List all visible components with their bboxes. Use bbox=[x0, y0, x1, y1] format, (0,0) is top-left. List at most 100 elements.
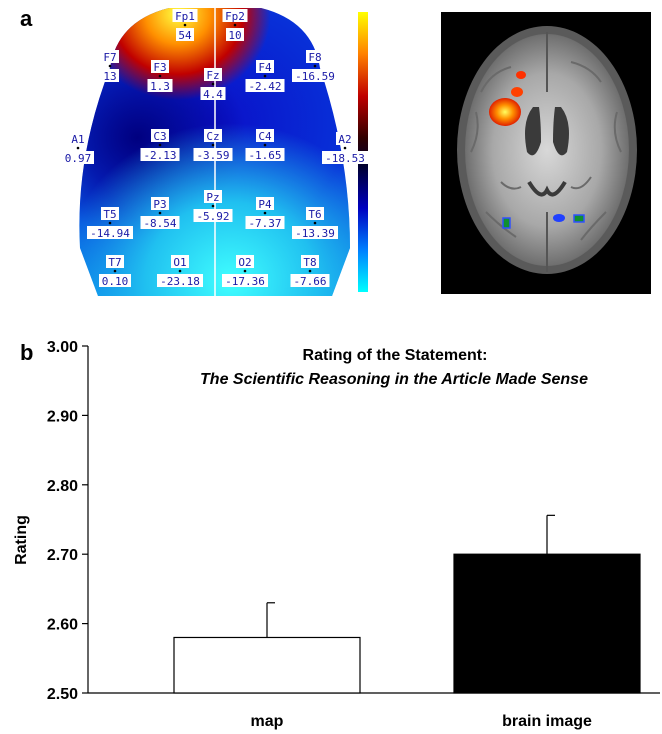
rating-bar-chart: Rating of the Statement: The Scientific … bbox=[13, 339, 660, 730]
electrode-name-bg bbox=[204, 190, 222, 203]
electrode-value-bg bbox=[193, 209, 233, 222]
electrode-name: O1 bbox=[173, 256, 186, 269]
electrode-dot bbox=[313, 64, 317, 68]
electrode-value-bg bbox=[245, 79, 285, 92]
electrode-dot bbox=[343, 146, 347, 150]
electrode-name-bg bbox=[69, 132, 87, 145]
electrode-name-bg bbox=[256, 197, 274, 210]
electrode-dot bbox=[263, 74, 267, 78]
mri-brain-image bbox=[441, 12, 651, 294]
x-tick-label: map bbox=[251, 713, 284, 730]
electrode-dot bbox=[308, 269, 312, 273]
right-ventricle bbox=[553, 107, 569, 156]
electrode-name: C4 bbox=[258, 130, 272, 143]
electrode-dot bbox=[211, 143, 215, 147]
chart-title: Rating of the Statement: bbox=[303, 347, 488, 364]
electrode-name-bg bbox=[306, 207, 324, 220]
electrode-name-bg bbox=[172, 9, 198, 22]
electrode-value: -3.59 bbox=[196, 149, 229, 162]
electrode-value: 54 bbox=[178, 29, 192, 42]
activation-occipital-right bbox=[573, 214, 585, 223]
electrode-name: Fp1 bbox=[175, 10, 195, 23]
bar-map bbox=[173, 636, 361, 694]
electrode-value-bg bbox=[245, 216, 285, 229]
electrode-name: Pz bbox=[206, 191, 219, 204]
electrode-name: P3 bbox=[153, 198, 166, 211]
electrode-value-bg bbox=[292, 226, 338, 239]
electrode-value: -14.94 bbox=[90, 227, 130, 240]
x-labels: map brain image bbox=[251, 713, 592, 730]
electrode-value-bg bbox=[140, 148, 180, 161]
activation-occipital-mid bbox=[553, 214, 565, 222]
electrode-dot bbox=[211, 204, 215, 208]
y-tick-label: 2.70 bbox=[47, 547, 78, 564]
electrode-name: A2 bbox=[338, 133, 351, 146]
electrode-value: 4.4 bbox=[203, 88, 223, 101]
electrode-name: T6 bbox=[308, 208, 321, 221]
y-tick-label: 2.50 bbox=[47, 686, 78, 703]
electrode-name: Fp2 bbox=[225, 10, 245, 23]
electrode-value: -7.37 bbox=[248, 217, 281, 230]
chart-subtitle: The Scientific Reasoning in the Article … bbox=[200, 371, 588, 388]
y-ticks: 2.50 2.60 2.70 2.80 2.90 3.00 bbox=[47, 339, 88, 703]
electrode-value: -13.39 bbox=[295, 227, 335, 240]
activation-frontal-small bbox=[511, 87, 523, 97]
panel-b-label: b bbox=[20, 340, 34, 365]
left-ventricle bbox=[525, 107, 541, 156]
electrode-value: -1.65 bbox=[248, 149, 281, 162]
electrode-name-bg bbox=[236, 255, 254, 268]
activation-frontal bbox=[489, 98, 521, 126]
electrode-value-bg bbox=[245, 148, 285, 161]
activation-occipital-left bbox=[502, 217, 511, 229]
electrode-dot bbox=[313, 221, 317, 225]
electrode-value-bg bbox=[200, 87, 226, 100]
electrode-value: -5.92 bbox=[196, 210, 229, 223]
electrode-dot bbox=[76, 146, 80, 150]
y-tick-label: 2.60 bbox=[47, 617, 78, 634]
electrode-name-bg bbox=[101, 207, 119, 220]
electrode-name-bg bbox=[151, 197, 169, 210]
y-tick-label: 2.90 bbox=[47, 408, 78, 425]
electrode-dot bbox=[108, 64, 112, 68]
bars bbox=[173, 514, 641, 694]
activation-frontal-top bbox=[516, 71, 526, 79]
electrode-name-bg bbox=[101, 50, 119, 63]
panel-a-label: a bbox=[20, 6, 33, 31]
electrode-value-bg bbox=[99, 274, 131, 287]
electrode-name: C3 bbox=[153, 130, 166, 143]
electrode-value: -23.18 bbox=[160, 275, 200, 288]
y-tick-label: 2.80 bbox=[47, 478, 78, 495]
x-tick-label: brain image bbox=[502, 713, 592, 730]
electrode-name-bg bbox=[204, 68, 222, 81]
electrode-labels: Fp1 54 Fp2 10 F7 13 F3 1.3 Fz 4.4 F4 -2.42 F8 -16.59 A… bbox=[62, 9, 368, 288]
electrode-value-bg bbox=[193, 148, 233, 161]
electrode-dot bbox=[158, 211, 162, 215]
electrode-value: -17.36 bbox=[225, 275, 265, 288]
y-tick-label: 3.00 bbox=[47, 339, 78, 356]
electrode-name: F7 bbox=[103, 51, 116, 64]
electrode-value-bg bbox=[322, 151, 368, 164]
electrode-value-bg bbox=[290, 274, 330, 287]
electrode-value-bg bbox=[176, 28, 194, 41]
gyri bbox=[470, 61, 622, 241]
electrode-value-bg bbox=[226, 28, 244, 41]
head-surface bbox=[79, 8, 350, 296]
electrode-name: T5 bbox=[103, 208, 116, 221]
electrode-value-bg bbox=[140, 216, 180, 229]
bar-brain-image bbox=[453, 553, 641, 694]
electrode-dot bbox=[263, 211, 267, 215]
electrode-name: P4 bbox=[258, 198, 272, 211]
electrode-value-bg bbox=[62, 151, 94, 164]
electrode-name-bg bbox=[336, 132, 354, 145]
electrode-dot bbox=[233, 23, 237, 27]
electrode-value: 10 bbox=[228, 29, 241, 42]
electrode-dot bbox=[211, 82, 215, 86]
electrode-value: 0.97 bbox=[65, 152, 92, 165]
electrode-dot bbox=[183, 23, 187, 27]
electrode-name: F3 bbox=[153, 61, 166, 74]
electrode-name: Cz bbox=[206, 130, 219, 143]
electrode-value-bg bbox=[222, 274, 268, 287]
electrode-name-bg bbox=[256, 129, 274, 142]
electrode-dot bbox=[108, 221, 112, 225]
electrode-name-bg bbox=[151, 60, 169, 73]
